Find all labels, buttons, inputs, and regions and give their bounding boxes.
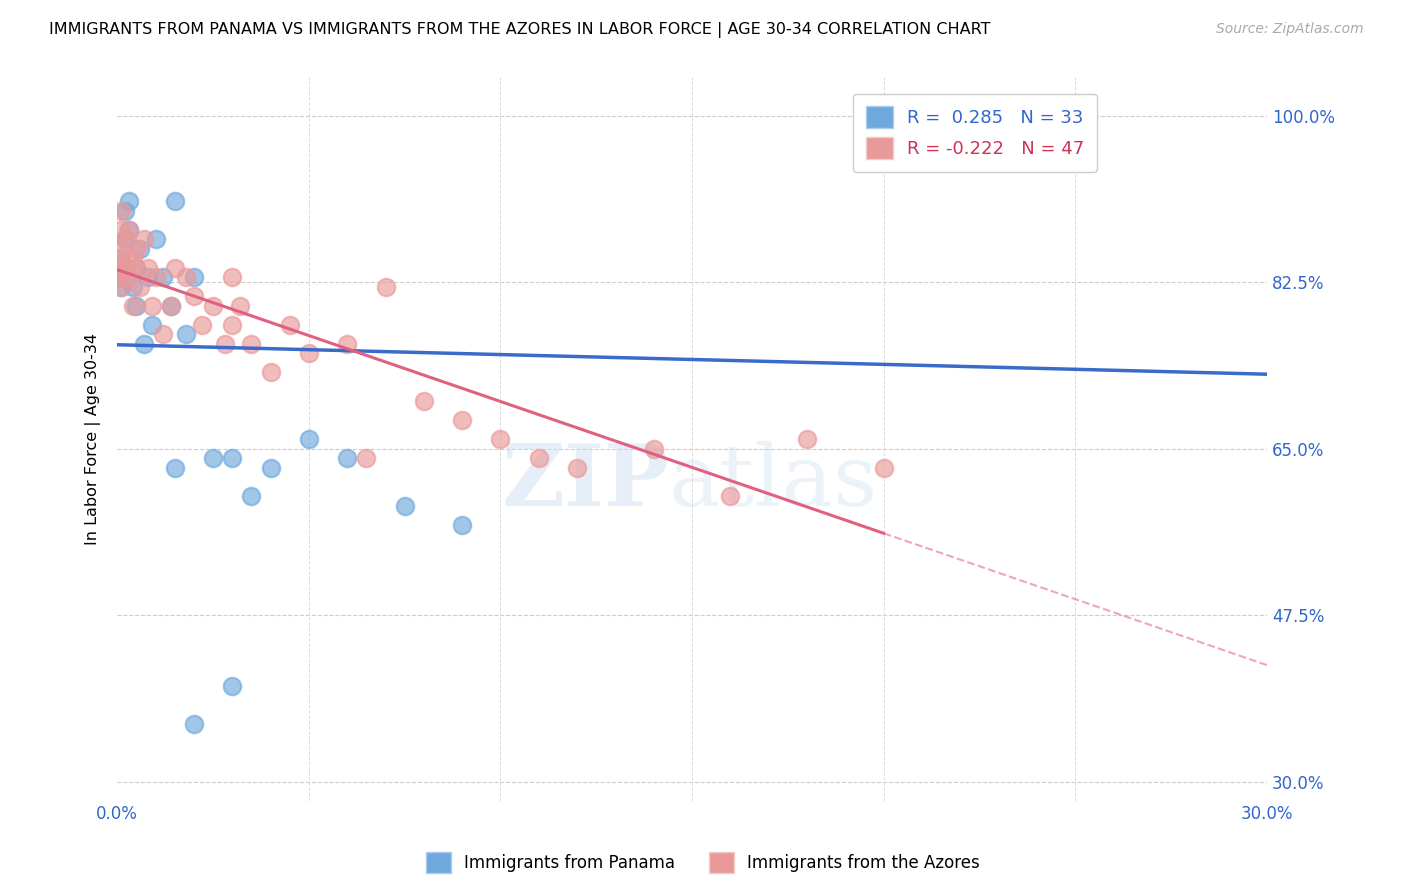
Point bbox=[136, 270, 159, 285]
Point bbox=[114, 260, 136, 275]
Point bbox=[152, 270, 174, 285]
Point bbox=[240, 489, 263, 503]
Point bbox=[451, 517, 474, 532]
Y-axis label: In Labor Force | Age 30-34: In Labor Force | Age 30-34 bbox=[86, 333, 101, 545]
Point bbox=[129, 242, 152, 256]
Point bbox=[141, 299, 163, 313]
Point bbox=[229, 299, 252, 313]
Point bbox=[221, 270, 243, 285]
Point bbox=[129, 280, 152, 294]
Point bbox=[183, 270, 205, 285]
Point bbox=[125, 242, 148, 256]
Point bbox=[643, 442, 665, 456]
Point bbox=[527, 451, 550, 466]
Point bbox=[183, 717, 205, 731]
Point bbox=[214, 337, 236, 351]
Point bbox=[118, 222, 141, 236]
Point bbox=[489, 432, 512, 446]
Point bbox=[163, 194, 186, 208]
Point bbox=[259, 460, 281, 475]
Point bbox=[259, 366, 281, 380]
Point bbox=[412, 394, 434, 409]
Point bbox=[1064, 108, 1087, 122]
Point bbox=[110, 252, 132, 266]
Point bbox=[114, 232, 136, 246]
Text: IMMIGRANTS FROM PANAMA VS IMMIGRANTS FROM THE AZORES IN LABOR FORCE | AGE 30-34 : IMMIGRANTS FROM PANAMA VS IMMIGRANTS FRO… bbox=[49, 22, 991, 38]
Point bbox=[221, 451, 243, 466]
Point bbox=[110, 270, 132, 285]
Point bbox=[121, 252, 143, 266]
Legend: R =  0.285   N = 33, R = -0.222   N = 47: R = 0.285 N = 33, R = -0.222 N = 47 bbox=[853, 94, 1097, 172]
Point bbox=[118, 194, 141, 208]
Point bbox=[145, 232, 167, 246]
Point bbox=[132, 337, 155, 351]
Point bbox=[114, 203, 136, 218]
Point bbox=[110, 280, 132, 294]
Point bbox=[873, 460, 896, 475]
Point bbox=[202, 299, 225, 313]
Point bbox=[136, 260, 159, 275]
Point bbox=[298, 432, 321, 446]
Point bbox=[110, 280, 132, 294]
Point bbox=[174, 327, 197, 342]
Legend: Immigrants from Panama, Immigrants from the Azores: Immigrants from Panama, Immigrants from … bbox=[419, 846, 987, 880]
Point bbox=[221, 318, 243, 332]
Point bbox=[160, 299, 183, 313]
Point bbox=[110, 252, 132, 266]
Text: atlas: atlas bbox=[669, 441, 879, 524]
Point bbox=[125, 260, 148, 275]
Point bbox=[110, 242, 132, 256]
Point bbox=[110, 222, 132, 236]
Point bbox=[796, 432, 818, 446]
Point bbox=[121, 280, 143, 294]
Point bbox=[145, 270, 167, 285]
Text: Source: ZipAtlas.com: Source: ZipAtlas.com bbox=[1216, 22, 1364, 37]
Point bbox=[160, 299, 183, 313]
Point bbox=[190, 318, 212, 332]
Point bbox=[121, 299, 143, 313]
Point bbox=[152, 327, 174, 342]
Point bbox=[110, 270, 132, 285]
Point bbox=[125, 260, 148, 275]
Point bbox=[336, 337, 359, 351]
Point bbox=[202, 451, 225, 466]
Point bbox=[183, 289, 205, 303]
Point bbox=[374, 280, 396, 294]
Point bbox=[394, 499, 416, 513]
Point bbox=[451, 413, 474, 427]
Point bbox=[336, 451, 359, 466]
Point bbox=[118, 270, 141, 285]
Point bbox=[278, 318, 301, 332]
Point bbox=[141, 318, 163, 332]
Point bbox=[221, 680, 243, 694]
Point bbox=[565, 460, 588, 475]
Point bbox=[110, 203, 132, 218]
Point bbox=[174, 270, 197, 285]
Point bbox=[110, 260, 132, 275]
Point bbox=[163, 460, 186, 475]
Point bbox=[118, 222, 141, 236]
Point bbox=[132, 232, 155, 246]
Point bbox=[240, 337, 263, 351]
Point bbox=[298, 346, 321, 360]
Point bbox=[356, 451, 378, 466]
Point bbox=[163, 260, 186, 275]
Point bbox=[718, 489, 741, 503]
Point bbox=[114, 232, 136, 246]
Point bbox=[110, 260, 132, 275]
Point bbox=[125, 299, 148, 313]
Text: ZIP: ZIP bbox=[502, 441, 669, 524]
